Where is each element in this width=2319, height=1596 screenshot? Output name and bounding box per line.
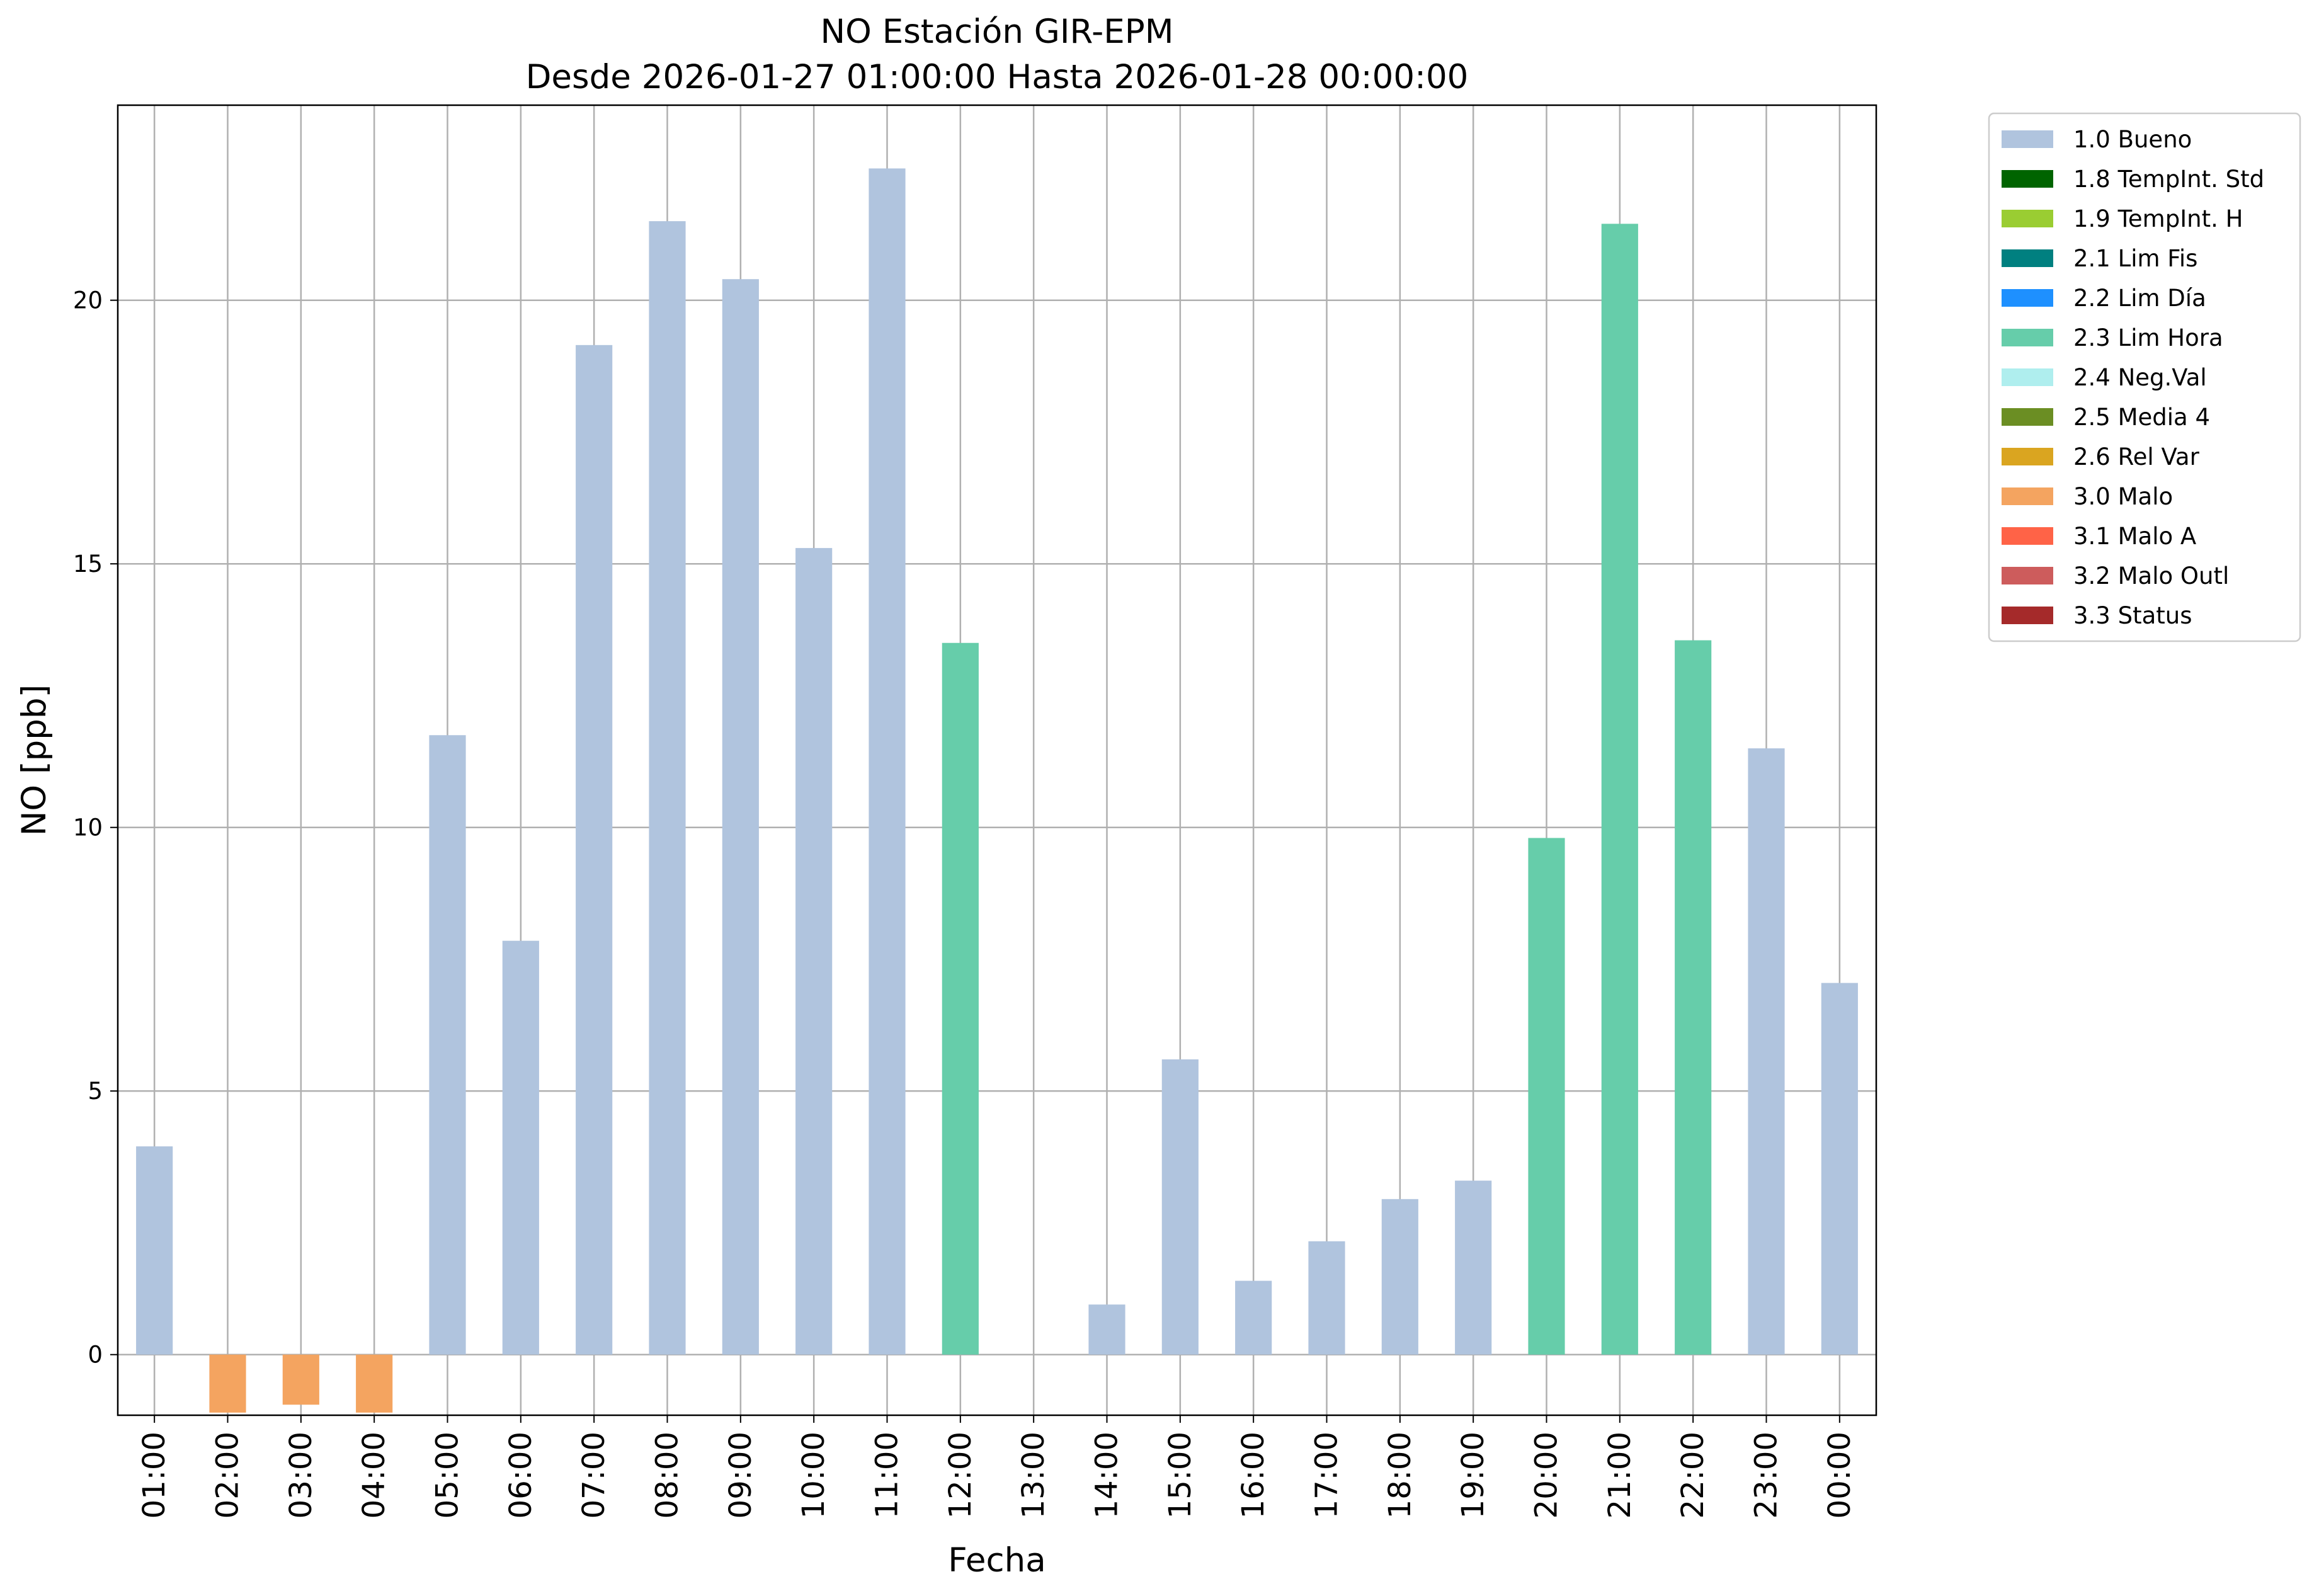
bar-2300: [1748, 748, 1785, 1355]
x-tick-label: 12:00: [943, 1432, 978, 1519]
legend-label: 2.4 Neg.Val: [2073, 364, 2207, 391]
x-tick-label: 05:00: [430, 1432, 465, 1519]
chart-title: NO Estación GIR-EPM: [821, 13, 1174, 51]
bar-2200: [1675, 640, 1712, 1355]
bar-0000: [1821, 983, 1858, 1355]
legend-label: 1.8 TempInt. Std: [2073, 166, 2264, 193]
bar-2100: [1601, 224, 1638, 1355]
x-tick-label: 13:00: [1016, 1432, 1051, 1519]
legend-swatch: [2002, 210, 2053, 227]
bar-1500: [1161, 1059, 1199, 1355]
legend-label: 3.3 Status: [2073, 602, 2192, 629]
legend-swatch: [2002, 170, 2053, 188]
bar-1100: [869, 168, 906, 1355]
y-tick-label: 0: [88, 1342, 103, 1369]
bar-0300: [282, 1354, 319, 1405]
bar-0200: [209, 1354, 246, 1413]
legend-label: 2.6 Rel Var: [2073, 443, 2200, 470]
legend-frame: [1988, 112, 2301, 642]
x-tick-label: 02:00: [210, 1432, 246, 1519]
y-tick-label: 15: [73, 550, 103, 578]
legend: 1.0 Bueno 1.8 TempInt. Std 1.9 TempInt. H 2…: [1988, 112, 2301, 642]
legend-swatch: [2002, 130, 2053, 148]
bar-0700: [576, 345, 613, 1355]
y-axis-label: NO [ppb]: [15, 685, 54, 836]
legend-label: 1.9 TempInt. H: [2073, 205, 2243, 232]
x-tick-label: 23:00: [1749, 1432, 1784, 1519]
bar-1000: [795, 548, 833, 1355]
x-tick-label: 22:00: [1675, 1432, 1711, 1519]
x-tick-label: 03:00: [283, 1432, 319, 1519]
bar-1700: [1308, 1241, 1345, 1355]
bar-1800: [1381, 1199, 1418, 1355]
x-tick-label: 21:00: [1602, 1432, 1638, 1519]
bar-2000: [1528, 838, 1565, 1355]
x-tick-label: 08:00: [650, 1432, 685, 1519]
plot-frame: [117, 104, 1877, 1416]
legend-swatch: [2002, 368, 2053, 386]
legend-label: 2.3 Lim Hora: [2073, 324, 2223, 351]
x-tick-label: 20:00: [1529, 1432, 1564, 1519]
x-tick-label: 10:00: [796, 1432, 831, 1519]
bar-layer: [136, 168, 1858, 1413]
bar-0500: [429, 735, 466, 1355]
x-tick-label: 17:00: [1309, 1432, 1345, 1519]
y-tick-label: 20: [73, 287, 103, 314]
legend-label: 3.2 Malo Outl: [2073, 562, 2229, 590]
bar-0600: [502, 940, 539, 1355]
legend-items: 1.0 Bueno 1.8 TempInt. Std 1.9 TempInt. H 2…: [2002, 126, 2264, 629]
bar-0800: [649, 221, 686, 1355]
legend-swatch: [2002, 249, 2053, 267]
legend-swatch: [2002, 289, 2053, 307]
legend-label: 2.5 Media 4: [2073, 404, 2210, 431]
y-tick-label: 10: [73, 814, 103, 841]
x-tick-label: 06:00: [503, 1432, 538, 1519]
legend-swatch: [2002, 329, 2053, 346]
x-tick-label: 14:00: [1090, 1432, 1125, 1519]
x-tick-label: 11:00: [870, 1432, 905, 1519]
x-tick-label: 07:00: [576, 1432, 612, 1519]
x-tick-label: 01:00: [137, 1432, 172, 1519]
x-tick-label: 15:00: [1163, 1432, 1198, 1519]
bar-0900: [722, 279, 759, 1355]
legend-swatch: [2002, 487, 2053, 505]
bar-0100: [136, 1146, 173, 1355]
x-tick-label: 16:00: [1236, 1432, 1271, 1519]
bar-1200: [942, 642, 979, 1355]
x-axis-ticks: 01:00 02:00 03:00 04:00 05:00 06:00 07:00 08:00…: [137, 1415, 1857, 1519]
legend-label: 1.0 Bueno: [2073, 126, 2192, 153]
legend-swatch: [2002, 527, 2053, 545]
bar-1900: [1455, 1180, 1492, 1355]
legend-label: 2.1 Lim Fis: [2073, 245, 2197, 272]
x-tick-label: 19:00: [1456, 1432, 1491, 1519]
legend-label: 3.1 Malo A: [2073, 523, 2196, 550]
bar-0400: [356, 1354, 393, 1413]
x-tick-label: 09:00: [723, 1432, 758, 1519]
y-tick-label: 5: [88, 1078, 103, 1105]
chart-subtitle: Desde 2026-01-27 01:00:00 Hasta 2026-01-…: [526, 58, 1469, 96]
legend-label: 3.0 Malo: [2073, 483, 2173, 510]
legend-swatch: [2002, 408, 2053, 426]
x-tick-label: 04:00: [356, 1432, 392, 1519]
x-tick-label: 18:00: [1382, 1432, 1418, 1519]
x-tick-label: 00:00: [1822, 1432, 1857, 1519]
y-axis-ticks: 0 5 10 15 20: [73, 287, 118, 1369]
bar-1400: [1088, 1304, 1125, 1355]
legend-swatch: [2002, 448, 2053, 465]
legend-swatch: [2002, 607, 2053, 624]
x-axis-label: Fecha: [948, 1541, 1046, 1580]
legend-label: 2.2 Lim Día: [2073, 285, 2206, 312]
bar-1600: [1235, 1280, 1272, 1355]
legend-swatch: [2002, 567, 2053, 584]
